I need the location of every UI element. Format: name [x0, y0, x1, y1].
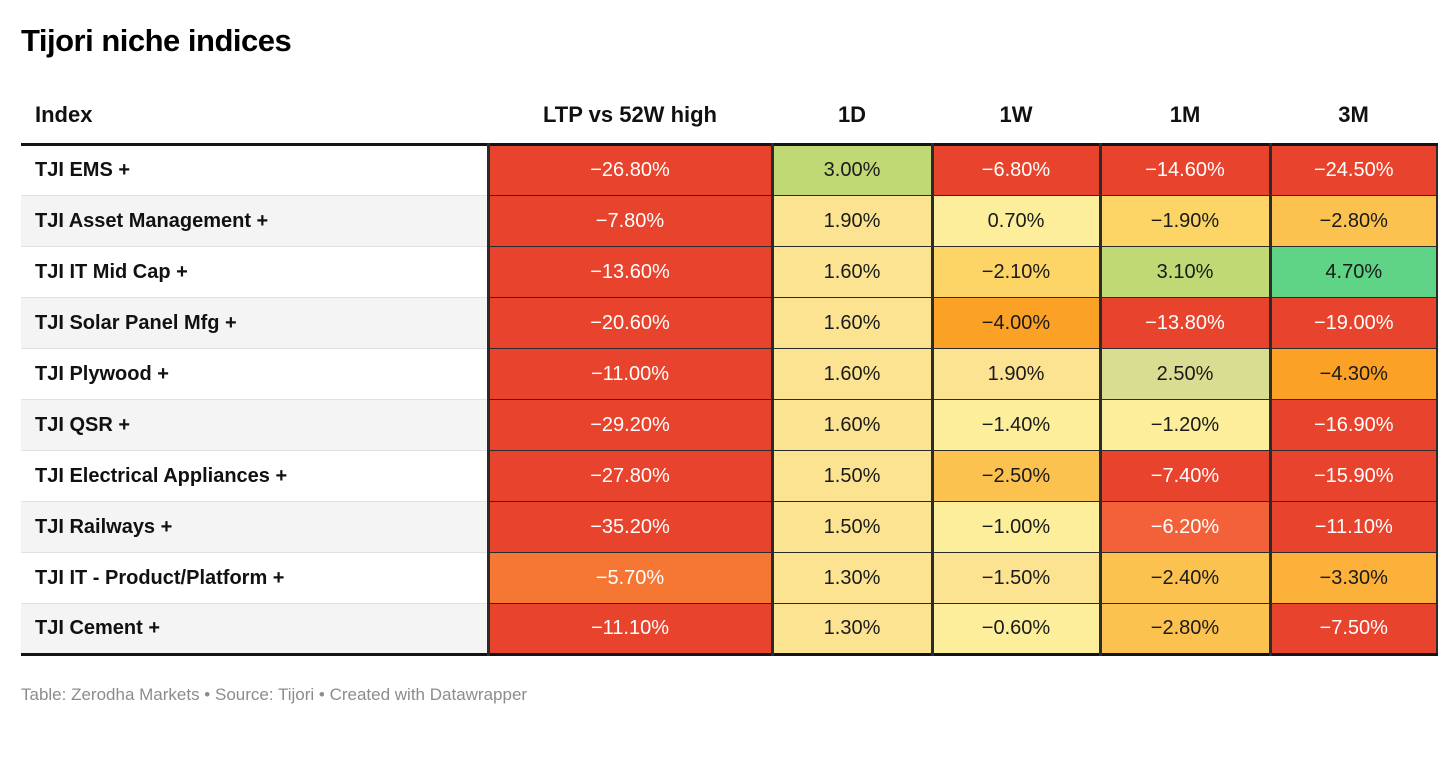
value-cell: −1.20% [1098, 399, 1271, 451]
value-cell: −4.00% [930, 297, 1101, 349]
value-cell: −0.60% [930, 603, 1101, 655]
value-cell: −14.60% [1098, 144, 1271, 196]
index-cell[interactable]: TJI IT - Product/Platform + [21, 552, 488, 604]
value-cell: −2.50% [930, 450, 1101, 502]
value-cell: −2.80% [1098, 603, 1271, 655]
value-cell: −11.00% [486, 348, 773, 400]
attribution-footer: Table: Zerodha Markets • Source: Tijori … [21, 685, 528, 704]
column-header-index: Index [35, 102, 93, 127]
value-cell: −3.30% [1268, 552, 1438, 604]
value-cell: −7.40% [1098, 450, 1271, 502]
table-row: TJI IT - Product/Platform + −5.70% 1.30%… [21, 552, 1438, 604]
index-cell[interactable]: TJI Cement + [21, 603, 488, 655]
value-cell: −13.60% [486, 246, 773, 298]
value-cell: 1.90% [930, 348, 1101, 400]
table-header: Index LTP vs 52W high 1D 1W 1M 3M [21, 102, 1437, 145]
value-cell: 1.30% [770, 552, 933, 604]
column-header-ltp-vs-52w-high: LTP vs 52W high [543, 102, 717, 127]
page-title: Tijori niche indices [21, 23, 292, 58]
value-cell: 2.50% [1098, 348, 1271, 400]
value-cell: 1.90% [770, 195, 933, 247]
table-row: TJI IT Mid Cap + −13.60% 1.60% −2.10% 3.… [21, 246, 1438, 298]
value-cell: −1.00% [930, 501, 1101, 553]
value-cell: −7.80% [486, 195, 773, 247]
value-cell: −20.60% [486, 297, 773, 349]
value-cell: −16.90% [1268, 399, 1438, 451]
value-cell: −29.20% [486, 399, 773, 451]
value-cell: −1.40% [930, 399, 1101, 451]
value-cell: 1.60% [770, 297, 933, 349]
table-row: TJI Asset Management + −7.80% 1.90% 0.70… [21, 195, 1438, 247]
value-cell: 1.60% [770, 246, 933, 298]
table-row: TJI Plywood + −11.00% 1.60% 1.90% 2.50% … [21, 348, 1438, 400]
table-row: TJI EMS + −26.80% 3.00% −6.80% −14.60% −… [21, 144, 1438, 196]
value-cell: −13.80% [1098, 297, 1271, 349]
index-cell[interactable]: TJI Plywood + [21, 348, 488, 400]
table-row: TJI Electrical Appliances + −27.80% 1.50… [21, 450, 1438, 502]
value-cell: −5.70% [486, 552, 773, 604]
index-cell[interactable]: TJI Electrical Appliances + [21, 450, 488, 502]
value-cell: 4.70% [1268, 246, 1438, 298]
index-cell[interactable]: TJI QSR + [21, 399, 488, 451]
index-cell[interactable]: TJI Railways + [21, 501, 488, 553]
column-header-3m: 3M [1338, 102, 1369, 127]
column-header-1d: 1D [837, 102, 867, 127]
index-cell[interactable]: TJI Asset Management + [21, 195, 488, 247]
value-cell: −2.40% [1098, 552, 1271, 604]
value-cell: −27.80% [486, 450, 773, 502]
value-cell: −1.50% [930, 552, 1101, 604]
value-cell: −11.10% [486, 603, 773, 655]
value-cell: 3.00% [770, 144, 933, 196]
value-cell: −6.80% [930, 144, 1101, 196]
indices-table: Index LTP vs 52W high 1D 1W 1M 3M TJI EM… [21, 102, 1438, 656]
value-cell: −2.80% [1268, 195, 1438, 247]
value-cell: −4.30% [1268, 348, 1438, 400]
index-cell[interactable]: TJI Solar Panel Mfg + [21, 297, 488, 349]
value-cell: −19.00% [1268, 297, 1438, 349]
value-cell: −26.80% [486, 144, 773, 196]
table-row: TJI Cement + −11.10% 1.30% −0.60% −2.80%… [21, 603, 1438, 655]
value-cell: 1.50% [770, 450, 933, 502]
value-cell: −7.50% [1268, 603, 1438, 655]
table-row: TJI QSR + −29.20% 1.60% −1.40% −1.20% −1… [21, 399, 1438, 451]
value-cell: 1.60% [770, 348, 933, 400]
table-row: TJI Railways + −35.20% 1.50% −1.00% −6.2… [21, 501, 1438, 553]
index-cell[interactable]: TJI IT Mid Cap + [21, 246, 488, 298]
value-cell: −24.50% [1268, 144, 1438, 196]
table-row: TJI Solar Panel Mfg + −20.60% 1.60% −4.0… [21, 297, 1438, 349]
value-cell: −1.90% [1098, 195, 1271, 247]
table-body: TJI EMS + −26.80% 3.00% −6.80% −14.60% −… [21, 144, 1438, 655]
value-cell: −11.10% [1268, 501, 1438, 553]
value-cell: 0.70% [930, 195, 1101, 247]
value-cell: −15.90% [1268, 450, 1438, 502]
value-cell: −35.20% [486, 501, 773, 553]
value-cell: 1.60% [770, 399, 933, 451]
value-cell: 3.10% [1098, 246, 1271, 298]
page: Tijori niche indices Index LTP vs 52W hi… [21, 23, 1438, 704]
value-cell: −6.20% [1098, 501, 1271, 553]
index-cell[interactable]: TJI EMS + [21, 144, 488, 196]
value-cell: 1.30% [770, 603, 933, 655]
column-header-1w: 1W [999, 102, 1033, 127]
value-cell: −2.10% [930, 246, 1101, 298]
column-header-1m: 1M [1169, 102, 1201, 127]
value-cell: 1.50% [770, 501, 933, 553]
